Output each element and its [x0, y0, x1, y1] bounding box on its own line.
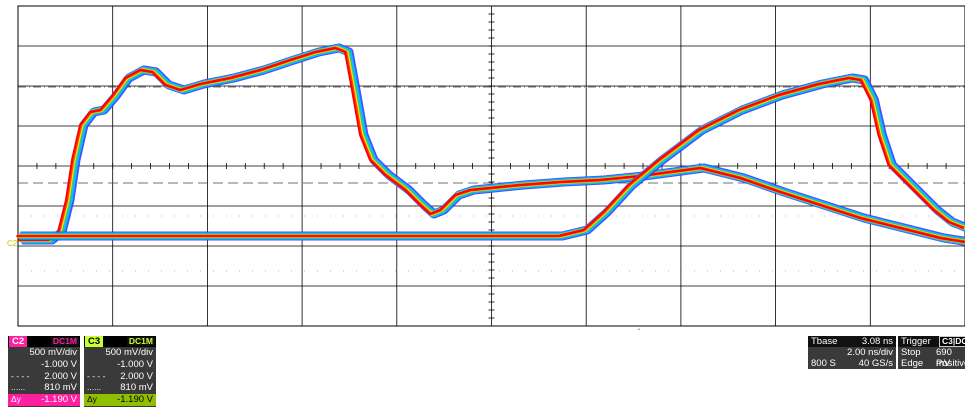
cursor2-value: 810 mV: [44, 382, 77, 394]
trigger-position-marker: [637, 328, 641, 330]
channel-3-descriptor[interactable]: C3 DC1M 500 mV/div -1.000 V - - - - 2.000…: [84, 336, 156, 407]
coupling-badge: DC1M: [50, 336, 79, 346]
graticule: [17, 5, 965, 327]
timebase-descriptor[interactable]: Tbase 3.08 ns 2.00 ns/div 800 S 40 GS/s: [808, 336, 896, 369]
channel-label: C3: [85, 336, 104, 347]
waveform-c2: [20, 45, 965, 245]
waveform-c2: [19, 46, 965, 244]
cursor1-value: 2.000 V: [120, 370, 153, 382]
oscilloscope-grid: C2: [7, 5, 965, 330]
trigger-slope: Positive: [936, 358, 965, 369]
trigger-type: Edge: [901, 358, 924, 369]
volts-per-div: 500 mV/div: [105, 347, 153, 358]
trigger-source: C3|DC: [939, 336, 965, 347]
channel-2-descriptor[interactable]: C2 DC1M 500 mV/div -1.000 V - - - - 2.000…: [8, 336, 80, 407]
waveform-c2: [18, 47, 965, 243]
delta-y-label: Δy: [11, 394, 21, 405]
trigger-mode: Stop: [901, 347, 921, 358]
cursor2-icon: ......: [87, 382, 102, 393]
timebase-delay: 3.08 ns: [861, 336, 893, 347]
coupling-badge: DC1M: [126, 336, 155, 346]
sample-rate: 40 GS/s: [858, 358, 893, 369]
offset-value: -1.000 V: [41, 358, 77, 370]
cursor1-icon: - - - -: [87, 370, 106, 381]
offset-value: -1.000 V: [117, 358, 153, 370]
time-per-div: 2.00 ns/div: [847, 347, 893, 358]
trigger-descriptor[interactable]: Trigger C3|DC Stop 690 mV Edge Positive: [898, 336, 965, 369]
timebase-label: Tbase: [811, 336, 838, 347]
cursor2-value: 810 mV: [120, 382, 153, 394]
sample-count: 800 S: [811, 358, 836, 369]
waveform-traces: [16, 43, 965, 246]
waveform-c3: [16, 77, 964, 237]
cursor1-icon: - - - -: [11, 370, 30, 381]
trigger-level: 690 mV: [936, 347, 952, 369]
cursor1-value: 2.000 V: [44, 370, 77, 382]
volts-per-div: 500 mV/div: [29, 347, 77, 358]
trigger-label: Trigger: [901, 336, 931, 347]
ch2-ground-marker: C2: [7, 239, 18, 248]
channel-label: C2: [9, 336, 28, 347]
cursor2-icon: ......: [11, 382, 26, 393]
delta-y-value: -1.190 V: [41, 394, 77, 406]
delta-y-label: Δy: [87, 394, 97, 405]
delta-y-value: -1.190 V: [117, 394, 153, 406]
